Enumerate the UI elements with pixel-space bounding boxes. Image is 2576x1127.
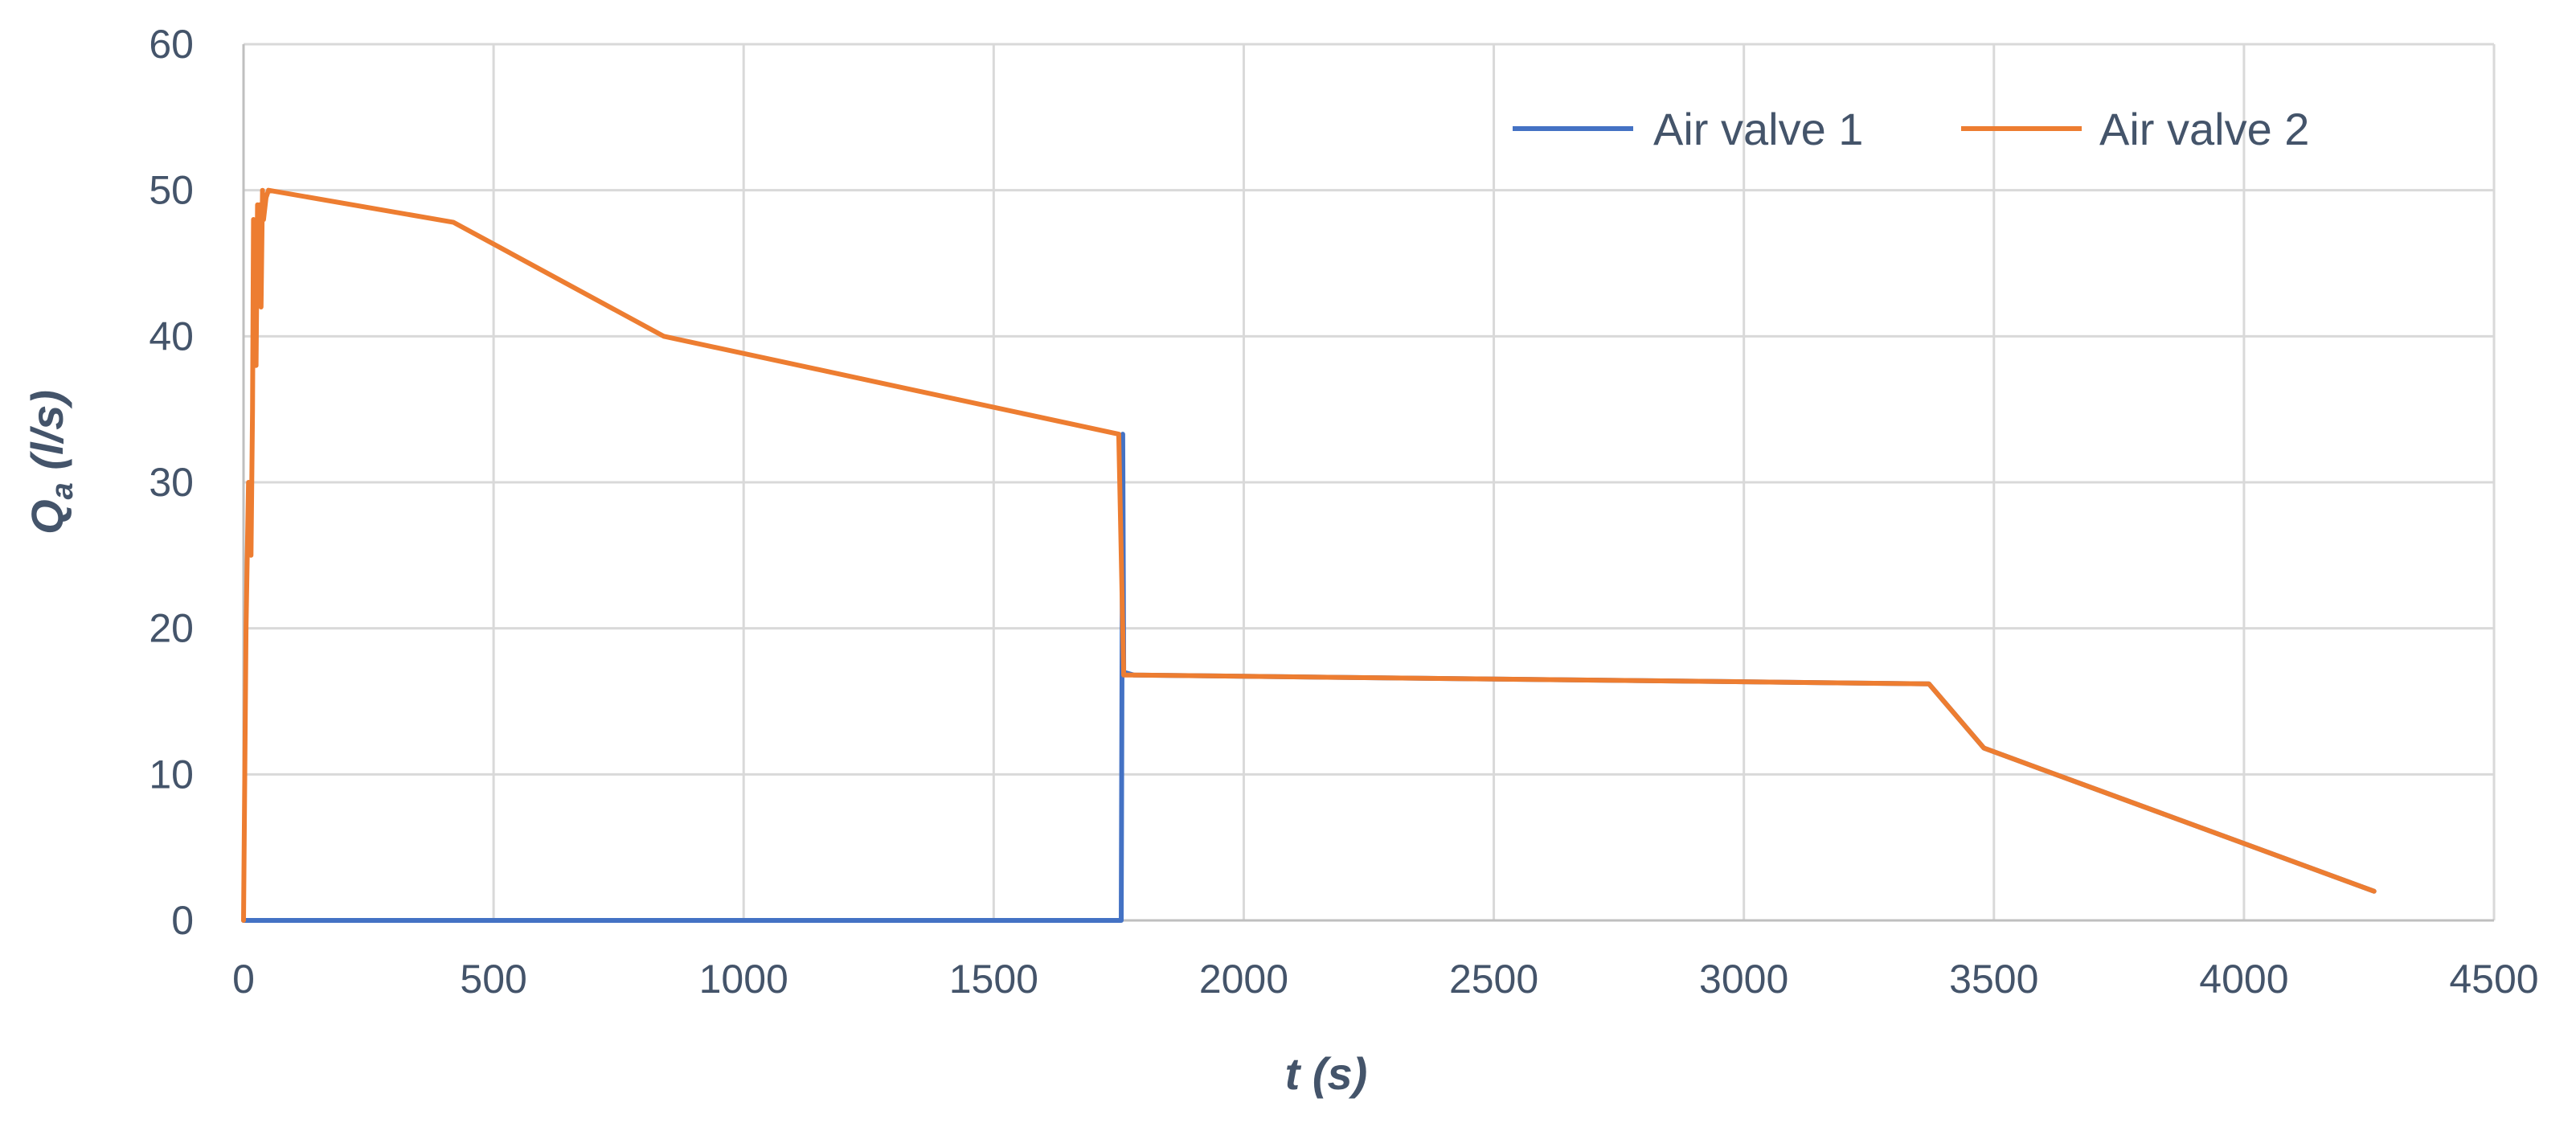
y-tick-label-4: 40 (149, 314, 194, 359)
y-tick-label-2: 20 (149, 606, 194, 651)
y-tick-label-3: 30 (149, 460, 194, 505)
x-tick-label-1: 500 (460, 957, 526, 1002)
x-tick-label-6: 3000 (1699, 957, 1788, 1002)
x-tick-label-9: 4500 (2449, 957, 2538, 1002)
series-line-2 (241, 187, 2377, 923)
x-tick-label-4: 2000 (1199, 957, 1288, 1002)
legend-label-1: Air valve 1 (1653, 104, 1863, 154)
y-axis-title-main: Q (22, 499, 72, 535)
x-tick-label-5: 2500 (1449, 957, 1538, 1002)
x-tick-label-0: 0 (232, 957, 255, 1002)
y-tick-label-5: 50 (149, 168, 194, 213)
y-axis-title: Qa (l/s) (22, 390, 80, 535)
x-tick-label-3: 1500 (949, 957, 1038, 1002)
x-tick-label-8: 4000 (2199, 957, 2288, 1002)
x-tick-label-2: 1000 (699, 957, 788, 1002)
x-axis-title: t (s) (1285, 1048, 1368, 1099)
tick-labels: 0 10 20 30 40 50 60 0 500 1000 1500 2000 2500 3000 350… (149, 22, 2538, 1002)
y-tick-label-0: 0 (171, 898, 194, 943)
y-tick-label-6: 60 (149, 22, 194, 67)
y-axis-title-unit: (l/s) (22, 390, 72, 470)
grid-lines (244, 43, 2496, 920)
series-lines (241, 187, 2377, 923)
y-axis-title-sub: a (46, 482, 80, 499)
y-tick-label-1: 10 (149, 752, 194, 797)
x-tick-label-7: 3500 (1949, 957, 2038, 1002)
legend: Air valve 1 Air valve 2 (1513, 104, 2309, 154)
y-axis-title-spacer (22, 470, 72, 483)
legend-label-2: Air valve 2 (2099, 104, 2309, 154)
